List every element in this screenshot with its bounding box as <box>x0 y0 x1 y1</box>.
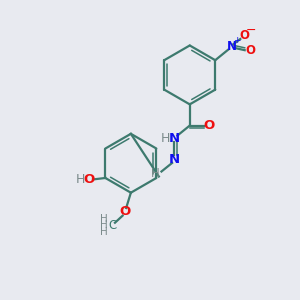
Text: H: H <box>100 214 108 224</box>
Text: H: H <box>100 226 108 237</box>
Text: C: C <box>108 219 116 232</box>
Text: H: H <box>100 220 108 230</box>
Text: H: H <box>151 167 159 180</box>
Text: O: O <box>239 29 249 42</box>
Text: O: O <box>120 205 131 218</box>
Text: O: O <box>245 44 255 57</box>
Text: N: N <box>168 153 179 166</box>
Text: +: + <box>233 36 241 45</box>
Text: −: − <box>245 24 256 37</box>
Text: N: N <box>226 40 236 52</box>
Text: H: H <box>75 173 85 186</box>
Text: O: O <box>204 119 215 132</box>
Text: H: H <box>160 132 170 145</box>
Text: O: O <box>83 173 94 186</box>
Text: N: N <box>168 132 179 145</box>
